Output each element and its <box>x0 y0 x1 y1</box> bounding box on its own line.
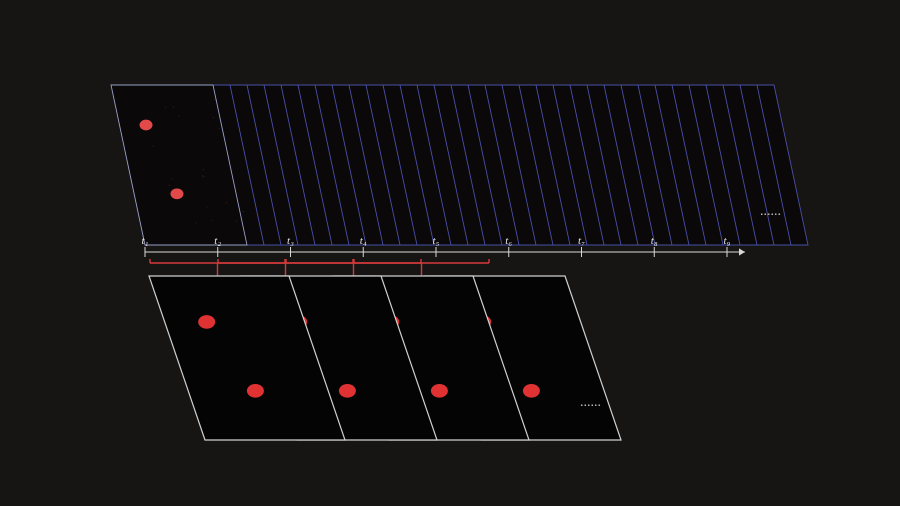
timeline-tick-label: t₅ <box>433 235 440 247</box>
timeline-tick-label: t₄ <box>360 235 367 247</box>
top-frame-stack <box>111 85 808 245</box>
timeline-tick-label: t₆ <box>505 235 512 247</box>
feature-dot <box>339 384 356 398</box>
feature-dot <box>431 384 448 398</box>
ellipsis-upper: ...... <box>760 204 781 219</box>
timeline-tick-label: t₂ <box>214 235 221 247</box>
ellipsis-lower: ...... <box>580 395 601 410</box>
feature-dot <box>247 384 264 398</box>
timeline-tick-label: t₈ <box>651 235 658 247</box>
bottom-frame-stack <box>149 276 621 440</box>
timeline-tick-label: t₉ <box>724 235 731 247</box>
feature-dot <box>140 120 153 131</box>
timeline-tick-label: t₃ <box>287 235 294 247</box>
timeline-tick-label: t₁ <box>142 235 149 247</box>
feature-dot <box>198 315 215 329</box>
diagram-canvas: t₁ t₂ t₃ t₄ t₅ t₆ t₇ t₈ t₉............ <box>0 0 900 506</box>
feature-dot <box>523 384 540 398</box>
feature-dot <box>170 188 183 199</box>
timeline-tick-label: t₇ <box>578 235 585 247</box>
